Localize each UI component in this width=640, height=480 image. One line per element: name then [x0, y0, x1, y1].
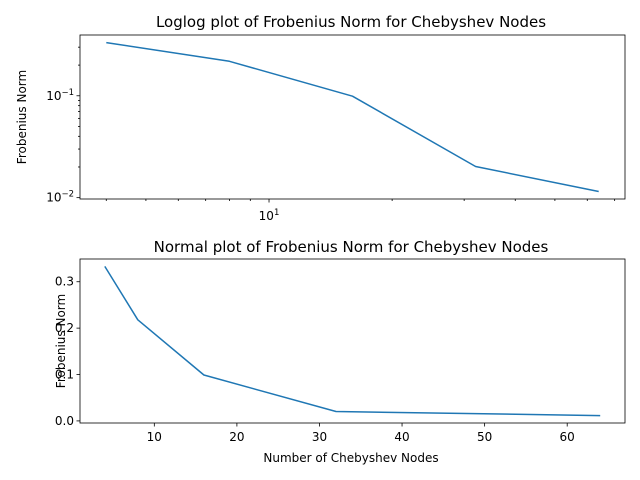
linear-x-axis-label: Number of Chebyshev Nodes	[263, 451, 438, 465]
linear-x-tick-label: 10	[147, 430, 162, 444]
linear-subplot: Normal plot of Frobenius Norm for Chebys…	[54, 238, 626, 465]
loglog-axes-frame	[79, 34, 626, 200]
linear-y-tick-label: 0.2	[55, 321, 74, 335]
loglog-chart-title: Loglog plot of Frobenius Norm for Chebys…	[156, 13, 546, 31]
linear-y-axis-label: Frobenius Norm	[54, 294, 68, 388]
loglog-x-tick-label: 101	[259, 208, 280, 223]
loglog-ticks: 101 10−2 10−1	[46, 46, 616, 223]
linear-x-tick-label: 50	[477, 430, 492, 444]
loglog-subplot: Loglog plot of Frobenius Norm for Chebys…	[15, 13, 626, 223]
linear-x-tick-label: 30	[312, 430, 327, 444]
linear-chart-title: Normal plot of Frobenius Norm for Chebys…	[154, 238, 549, 256]
linear-y-tick-label: 0.0	[55, 414, 74, 428]
loglog-y-tick-label: 10−1	[46, 88, 74, 103]
linear-x-tick-label: 20	[229, 430, 244, 444]
linear-x-tick-label: 40	[394, 430, 409, 444]
linear-series-line	[104, 266, 601, 417]
linear-axes-frame	[79, 258, 626, 424]
linear-ticks: 10 20 30 40 50 60 0.0 0.1 0.2 0.3	[55, 275, 575, 444]
linear-y-tick-label: 0.1	[55, 368, 74, 382]
linear-x-tick-label: 60	[560, 430, 575, 444]
loglog-y-axis-label: Frobenius Norm	[15, 70, 29, 164]
loglog-series-line	[106, 41, 599, 193]
loglog-y-tick-label: 10−2	[46, 190, 74, 205]
linear-y-tick-label: 0.3	[55, 275, 74, 289]
